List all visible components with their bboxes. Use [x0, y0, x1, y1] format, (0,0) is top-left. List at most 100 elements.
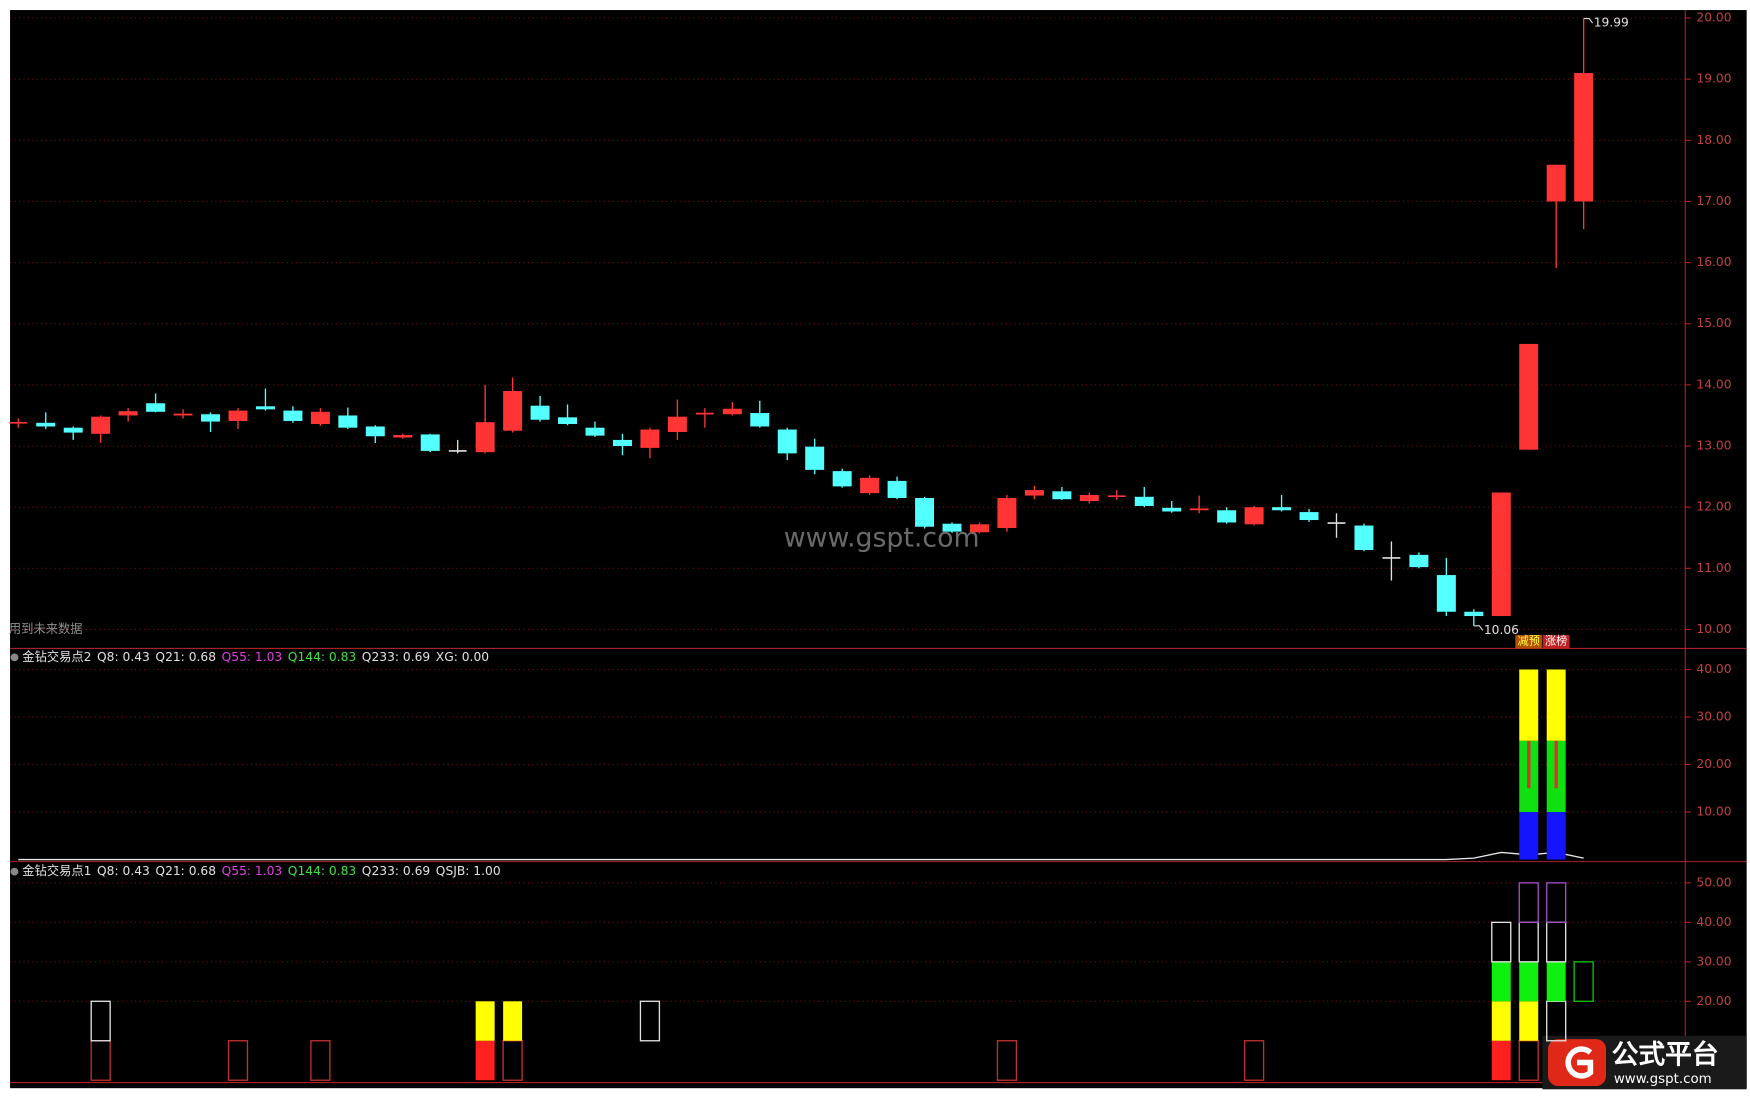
candle-body: [1217, 510, 1237, 523]
indicator-box: [475, 1040, 495, 1081]
indicator-box: [1491, 961, 1511, 1002]
candle-body: [860, 477, 880, 494]
candle-body: [1464, 611, 1484, 617]
indicator-box: [1546, 812, 1566, 860]
candle-body: [1519, 343, 1539, 450]
candle-body: [1546, 164, 1566, 202]
annotation: 10.06: [1484, 623, 1519, 637]
candle-body: [750, 413, 770, 427]
y-tick-label: 40.00: [1696, 915, 1731, 929]
indicator-box: [90, 1000, 111, 1042]
logo: 公式平台 www.gspt.com: [1542, 1035, 1747, 1090]
candle-body: [1491, 492, 1511, 617]
candle-body: [667, 416, 687, 432]
candle-body: [612, 439, 632, 447]
indicator-line: [18, 851, 1584, 861]
indicator-box: [1519, 961, 1539, 1002]
candle-body: [146, 403, 166, 412]
y-tick-label: 20.00: [1696, 757, 1731, 771]
background: [10, 10, 1747, 1089]
indicator-box: [1573, 961, 1594, 1002]
logo-title: 公式平台: [1612, 1038, 1719, 1070]
header-icon: [10, 867, 19, 876]
indicator-box: [1518, 882, 1539, 924]
y-tick-label: 20.00: [1696, 10, 1731, 24]
candle-body: [118, 411, 138, 416]
candle-body: [722, 408, 742, 415]
candle-body: [1409, 554, 1429, 568]
indicator-box: [1546, 669, 1566, 741]
indicator-box: [639, 1000, 661, 1042]
indicator-box: [1554, 740, 1558, 789]
candle-body: [805, 446, 825, 470]
indicator-box: [1491, 1001, 1511, 1041]
indicator-box: [1527, 740, 1531, 789]
candle-body: [530, 405, 550, 420]
header-text: Q233: 0.69: [362, 864, 430, 878]
candle-body: [365, 426, 385, 437]
indicator-box: [1491, 921, 1512, 963]
y-tick-label: 10.00: [1696, 622, 1731, 636]
indicator-box: [1546, 882, 1567, 924]
header-icon: [10, 653, 19, 662]
candle-body: [338, 415, 358, 428]
candle-body: [640, 429, 660, 448]
candle-body: [255, 406, 275, 410]
candle-body: [1244, 507, 1264, 525]
candle-body: [63, 427, 83, 433]
candle-body: [310, 411, 330, 425]
header-text: Q55: 1.03: [222, 650, 283, 664]
candle-body: [585, 427, 605, 436]
candle-body: [283, 410, 303, 421]
signal: 减预: [1518, 635, 1540, 648]
header-text: Q144: 0.83: [288, 650, 356, 664]
header-text: Q8: 0.43: [97, 650, 150, 664]
signal: 涨榜: [1545, 634, 1567, 648]
indicator-box: [996, 1040, 1018, 1081]
header-text: 金钻交易点1: [22, 863, 91, 878]
header-text: Q144: 0.83: [288, 864, 356, 878]
header-text: XG: 0.00: [436, 650, 489, 664]
candle-body: [558, 417, 578, 425]
indicator-box: [1518, 1040, 1539, 1081]
indicator-box: [502, 1040, 523, 1081]
candle-body: [915, 498, 935, 527]
annotation-pointer: [1473, 625, 1484, 631]
note: 用到未来数据: [9, 621, 83, 636]
candle-body: [887, 480, 907, 499]
candle-body: [1134, 496, 1154, 506]
candle-body: [1024, 490, 1044, 496]
candle-body: [393, 435, 413, 438]
signal-bg: [1515, 635, 1543, 649]
indicator-box: [1546, 961, 1566, 1002]
header-text: Q21: 0.68: [155, 650, 216, 664]
y-tick-label: 15.00: [1696, 316, 1731, 330]
y-tick-label: 12.00: [1696, 500, 1731, 514]
candle-body: [228, 410, 248, 421]
indicator-box: [475, 1001, 495, 1041]
candle-body: [91, 416, 111, 434]
candle-body: [1272, 507, 1292, 511]
indicator-box: [1491, 1040, 1511, 1081]
candle-body: [1052, 491, 1072, 500]
candle-body: [1299, 512, 1319, 521]
y-tick-label: 18.00: [1696, 133, 1731, 147]
candle-body: [1189, 508, 1209, 511]
candle-body: [997, 498, 1017, 528]
candle-body: [1079, 494, 1099, 502]
y-tick-label: 10.00: [1696, 805, 1731, 819]
candle-body: [1162, 507, 1182, 512]
candle-body: [503, 391, 523, 431]
y-tick-label: 50.00: [1696, 875, 1731, 889]
candle-body: [942, 523, 962, 532]
candle-body: [36, 422, 56, 427]
signal-bg: [1542, 635, 1570, 649]
indicator-box: [227, 1040, 249, 1081]
indicator-box: [1519, 669, 1539, 741]
annotation-pointer: [1583, 18, 1594, 24]
candle-body: [173, 413, 193, 416]
y-tick-label: 30.00: [1696, 954, 1731, 968]
candle-body: [1436, 575, 1456, 612]
indicator-box: [1243, 1040, 1265, 1081]
